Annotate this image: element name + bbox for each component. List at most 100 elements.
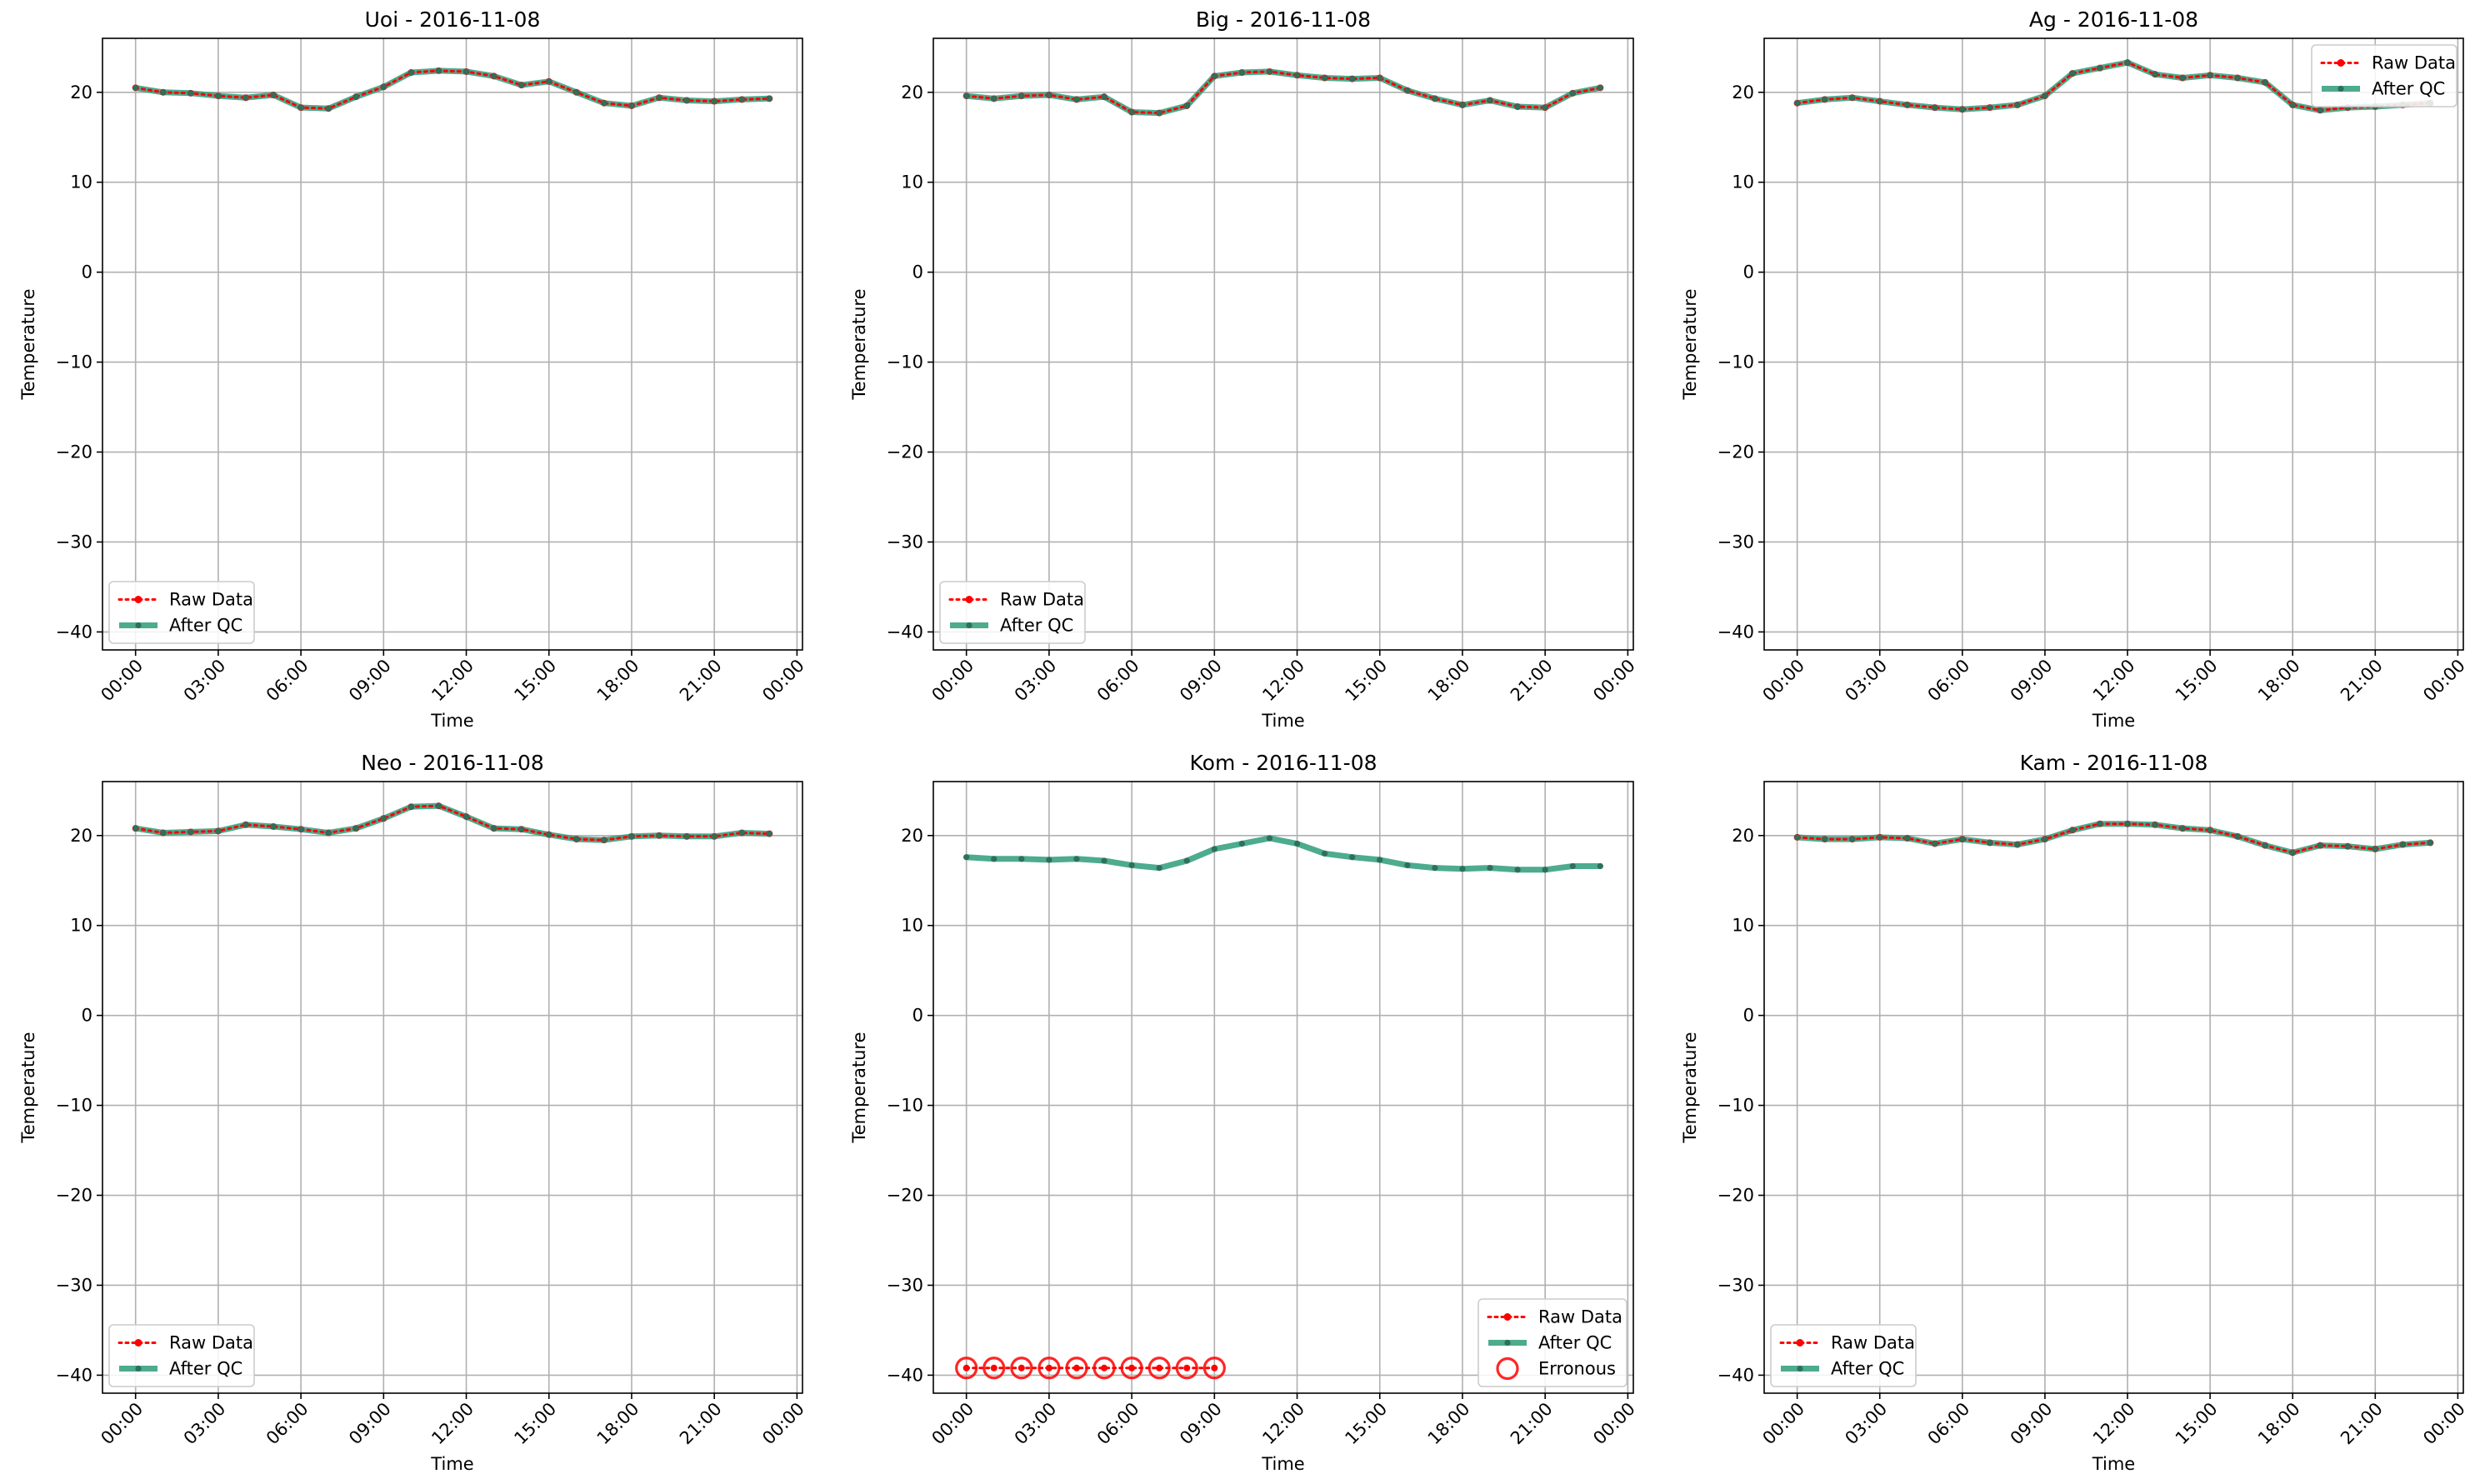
after-qc-point <box>462 68 470 75</box>
after-qc-point <box>1514 867 1521 873</box>
legend: Raw Data After QC <box>108 581 255 644</box>
after-qc-point <box>683 833 690 840</box>
after-qc-point <box>2097 65 2103 72</box>
axes-frame <box>1763 781 2464 1394</box>
after-qc-point <box>1569 862 1576 870</box>
after-qc-point <box>215 827 222 834</box>
x-tick-label: 18:00 <box>2254 656 2304 706</box>
after-qc-point <box>711 833 718 840</box>
y-tick-label: 0 <box>1743 1006 1754 1026</box>
erroneous-point-marker <box>955 1357 978 1380</box>
x-tick-label: 15:00 <box>1342 1399 1392 1449</box>
after-qc-point <box>435 802 442 809</box>
x-tick-label: 03:00 <box>1841 656 1891 706</box>
after-qc-point <box>1904 102 1911 108</box>
after-qc-point <box>1183 102 1190 109</box>
after-qc-point <box>2372 846 2378 852</box>
y-tick-label: 0 <box>912 1006 923 1026</box>
raw-data-point <box>1045 1364 1052 1372</box>
erroneous-point-marker <box>1202 1357 1226 1380</box>
after-qc-point <box>2097 821 2103 827</box>
x-tick-label: 09:00 <box>345 656 395 706</box>
after-qc-point <box>1046 92 1052 98</box>
x-tick-label: 12:00 <box>2089 1399 2139 1449</box>
legend-label: After QC <box>169 616 242 636</box>
legend-after-qc-marker <box>966 622 972 629</box>
after-qc-point <box>1266 68 1273 75</box>
after-qc-point <box>491 825 498 832</box>
x-axis-label: Time <box>430 711 473 731</box>
x-tick-label: 06:00 <box>1924 656 1974 706</box>
erroneous-point-marker <box>1010 1357 1033 1380</box>
after-qc-point <box>628 833 635 840</box>
x-tick-label: 18:00 <box>2254 1399 2304 1449</box>
after-qc-point <box>1018 856 1025 862</box>
after-qc-point <box>601 100 608 107</box>
after-qc-point <box>270 92 277 98</box>
raw-data-point <box>990 1364 998 1372</box>
x-tick-label: 03:00 <box>1011 1399 1061 1449</box>
after-qc-point <box>2042 92 2048 99</box>
y-tick-label: 20 <box>1732 826 1754 846</box>
after-qc-point <box>1932 104 1938 111</box>
y-tick-label: 20 <box>901 82 923 102</box>
after-qc-point <box>628 102 635 109</box>
after-qc-point <box>711 97 718 105</box>
legend-raw-data-marker <box>134 596 142 603</box>
after-qc-point <box>1293 840 1301 847</box>
legend: Raw Data After QC <box>1770 1324 1917 1387</box>
axes-frame <box>102 781 803 1394</box>
plot-area <box>1764 782 2463 1393</box>
x-tick-label: 00:00 <box>928 1399 978 1449</box>
after-qc-point <box>1377 74 1383 82</box>
y-tick-label: 10 <box>1732 916 1754 936</box>
x-tick-label: 00:00 <box>758 1399 808 1449</box>
legend: Raw Data After QC <box>939 581 1086 644</box>
after-qc-point <box>573 89 580 96</box>
series-after-qc-line <box>963 835 1603 873</box>
y-tick-label: −30 <box>56 532 92 552</box>
after-qc-point <box>683 97 690 104</box>
after-qc-point <box>1349 75 1356 82</box>
after-qc-point <box>1266 835 1273 842</box>
y-tick-label: 20 <box>1732 82 1754 102</box>
y-tick-label: −40 <box>887 622 923 642</box>
grid <box>1764 782 2463 1393</box>
after-qc-point <box>2317 107 2323 113</box>
grid <box>1764 38 2463 650</box>
after-qc-point <box>1322 74 1328 82</box>
x-tick-label: 21:00 <box>2337 1399 2387 1449</box>
x-tick-label: 21:00 <box>1507 1399 1557 1449</box>
after-qc-point <box>408 69 414 76</box>
series-raw-data-line <box>965 70 1602 115</box>
subplot-title: Big - 2016-11-08 <box>1196 7 1371 32</box>
legend-label: After QC <box>1000 616 1073 636</box>
x-tick-label: 03:00 <box>1011 656 1061 706</box>
after-qc-point <box>2207 72 2213 78</box>
after-qc-point <box>491 72 498 79</box>
after-qc-point <box>656 94 662 101</box>
x-tick-label: 00:00 <box>758 656 808 706</box>
after-qc-point <box>1101 857 1108 864</box>
after-qc-point <box>1542 867 1548 873</box>
legend-after-qc-marker <box>1504 1339 1511 1347</box>
after-qc-point <box>2014 102 2021 108</box>
after-qc-point <box>325 829 332 837</box>
y-tick-label: 0 <box>1743 262 1754 282</box>
after-qc-point <box>1156 109 1162 117</box>
y-tick-label: −30 <box>1718 1275 1754 1295</box>
subplot-title: Neo - 2016-11-08 <box>361 751 544 775</box>
y-tick-label: −40 <box>56 622 92 642</box>
after-qc-point <box>1932 840 1938 847</box>
y-tick-label: −10 <box>1718 352 1754 372</box>
y-tick-label: 10 <box>70 916 92 936</box>
y-axis-label: Temperature <box>18 288 38 400</box>
after-qc-point <box>1877 97 1883 105</box>
grid <box>933 38 1633 650</box>
after-qc-point <box>352 93 359 100</box>
x-tick-label: 12:00 <box>1258 656 1308 706</box>
after-qc-point <box>1432 95 1438 102</box>
